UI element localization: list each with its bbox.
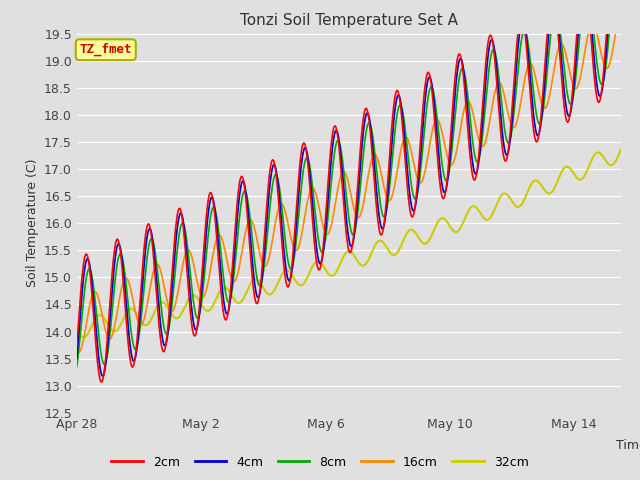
X-axis label: Time: Time <box>616 439 640 452</box>
Legend: 2cm, 4cm, 8cm, 16cm, 32cm: 2cm, 4cm, 8cm, 16cm, 32cm <box>106 451 534 474</box>
Text: TZ_fmet: TZ_fmet <box>79 43 132 56</box>
Title: Tonzi Soil Temperature Set A: Tonzi Soil Temperature Set A <box>240 13 458 28</box>
Y-axis label: Soil Temperature (C): Soil Temperature (C) <box>26 159 38 288</box>
